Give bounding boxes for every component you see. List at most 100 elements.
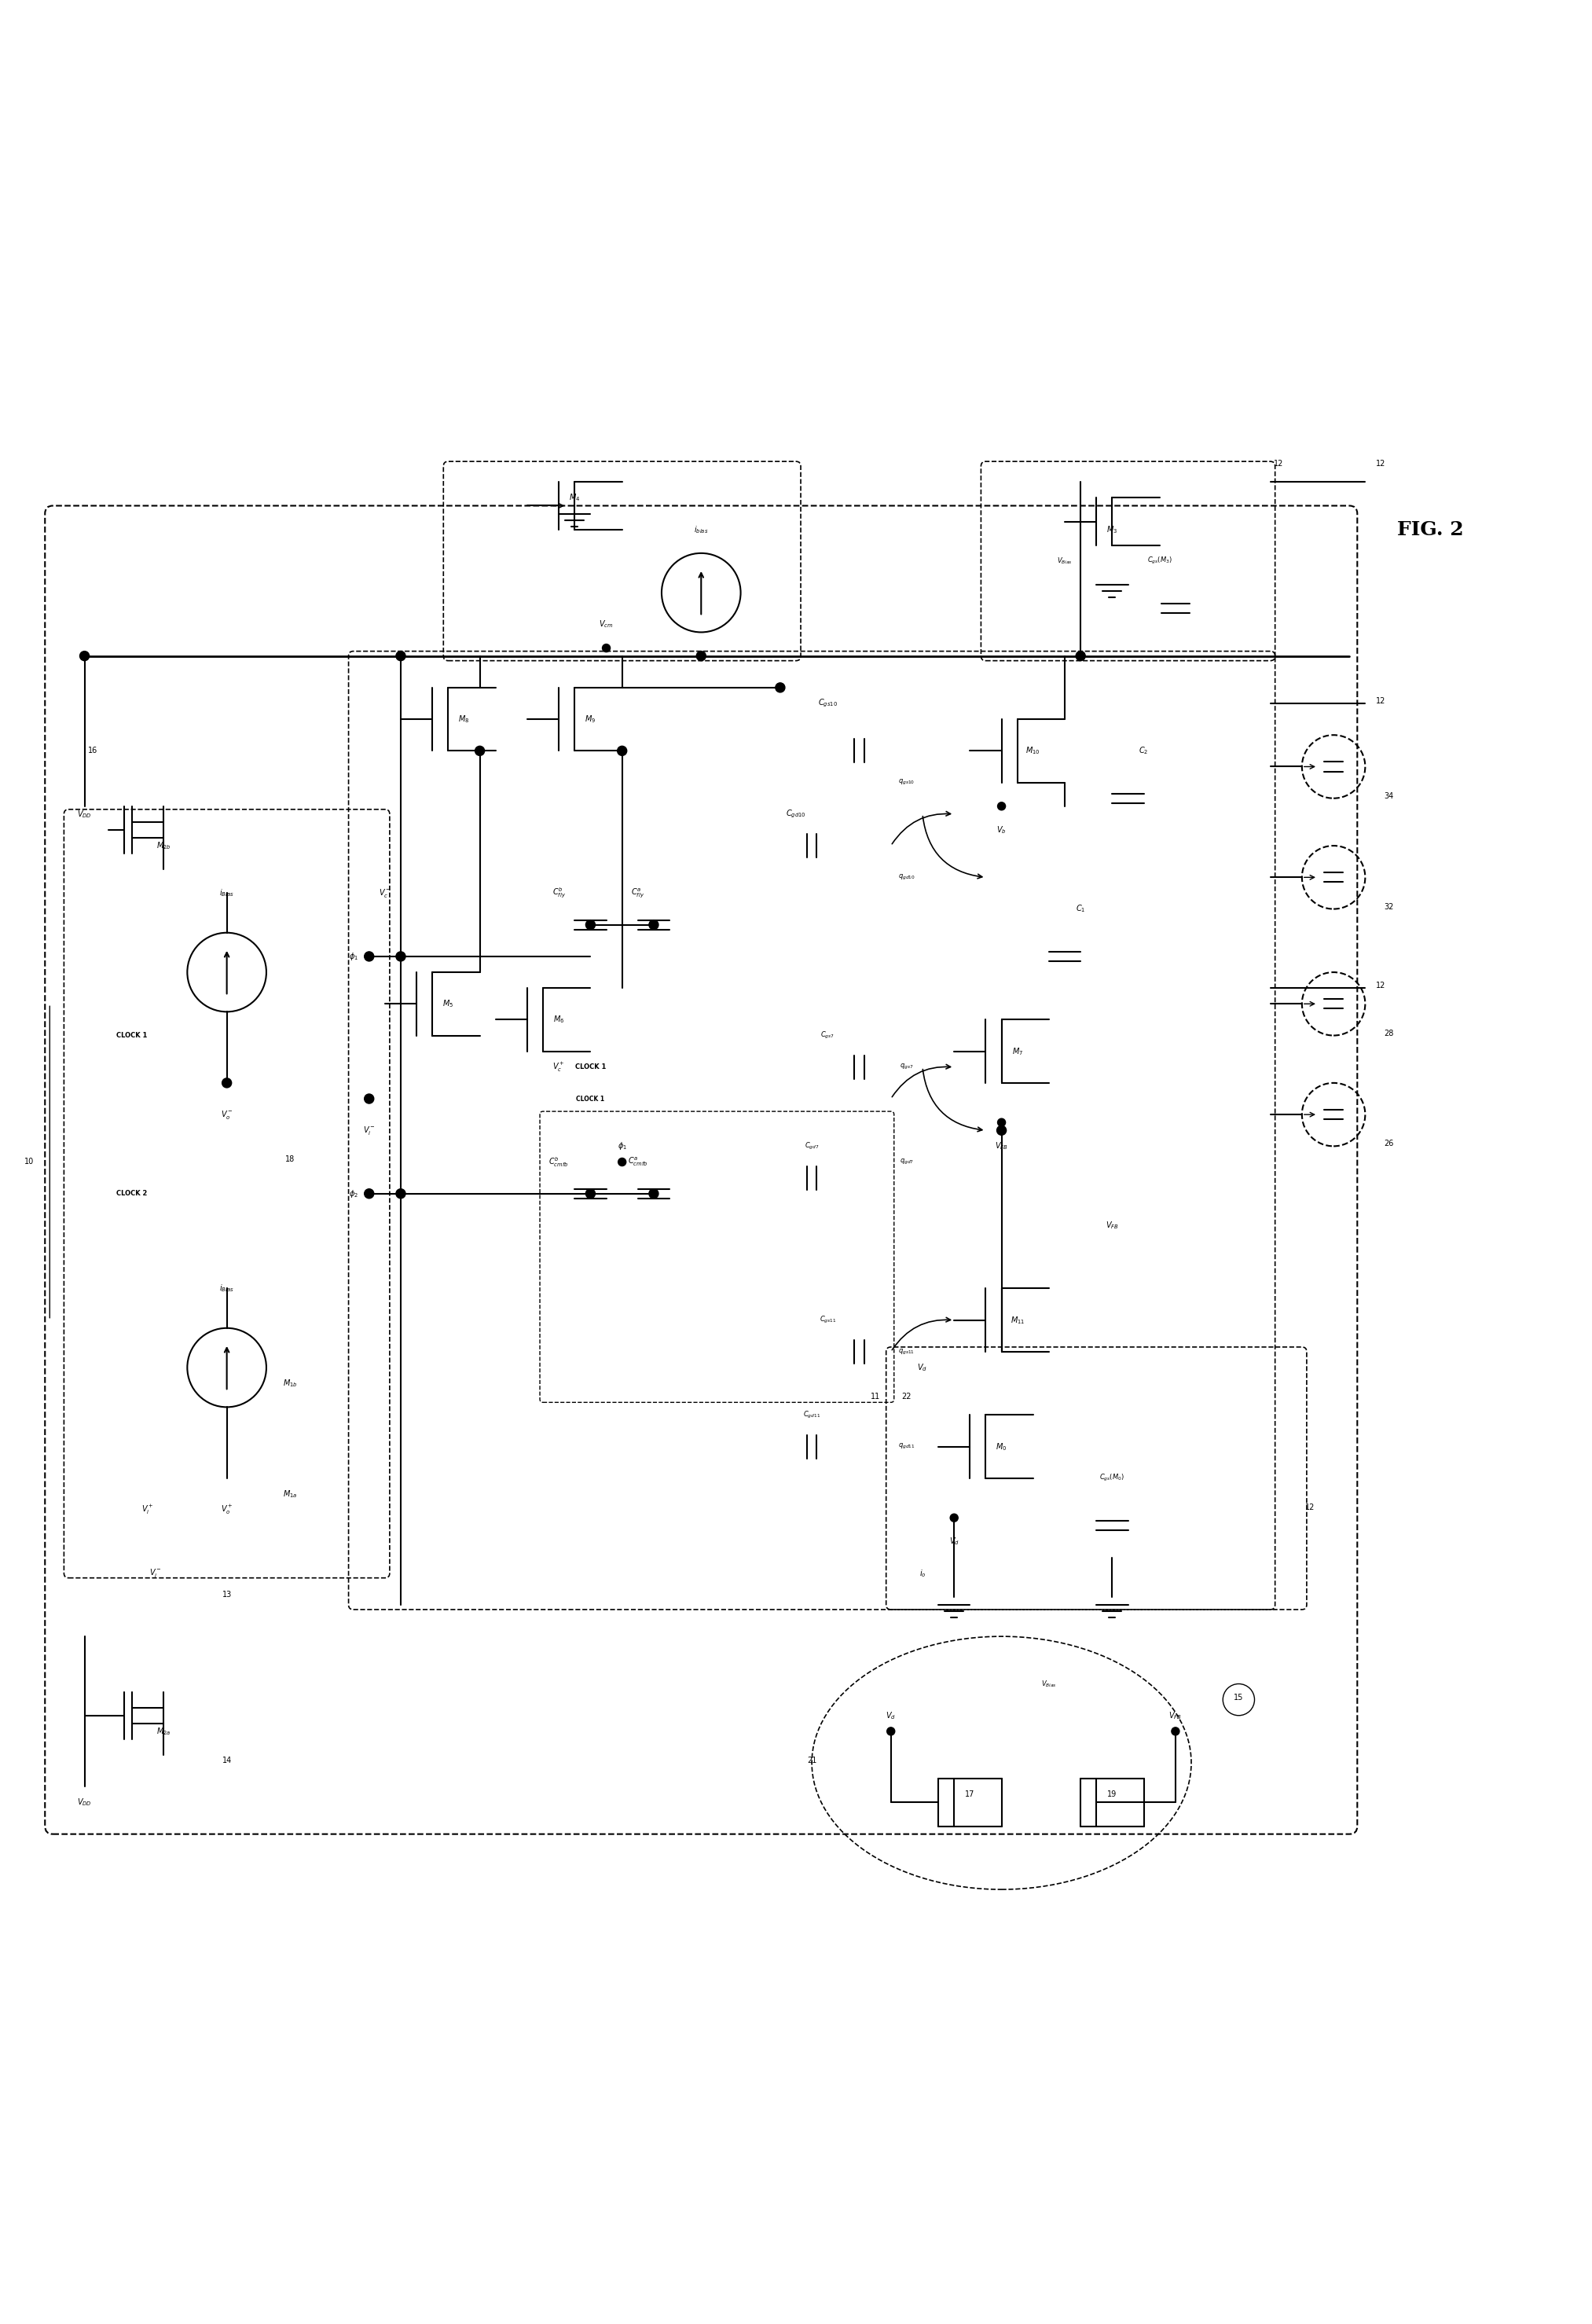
Text: $M_{1b}$: $M_{1b}$ [283,1378,298,1390]
Text: 12: 12 [1375,460,1387,467]
Text: $C_{gs}(M_3)$: $C_{gs}(M_3)$ [1148,555,1172,567]
Circle shape [221,1078,231,1088]
Circle shape [618,1157,626,1167]
Text: 13: 13 [221,1590,231,1599]
Text: $M_4$: $M_4$ [568,493,581,504]
Text: CLOCK 1: CLOCK 1 [576,1095,605,1102]
Circle shape [696,651,705,660]
Circle shape [1076,651,1086,660]
Circle shape [80,651,89,660]
Text: $C_{fly}^a$: $C_{fly}^a$ [630,888,645,899]
Circle shape [586,1190,595,1199]
Text: $\phi_2$: $\phi_2$ [349,1188,358,1199]
Text: 11: 11 [871,1392,880,1401]
Text: $q_{gd10}$: $q_{gd10}$ [898,874,915,881]
Text: 17: 17 [965,1789,974,1799]
Circle shape [650,1190,659,1199]
Text: $V_d$: $V_d$ [917,1362,928,1373]
Text: $M_{2b}$: $M_{2b}$ [156,841,170,851]
Text: $C_{gs10}$: $C_{gs10}$ [818,697,837,709]
Text: $V_{FB}$: $V_{FB}$ [1169,1710,1183,1720]
Text: $i_{Bias}$: $i_{Bias}$ [220,888,234,899]
Text: $V_b$: $V_b$ [997,825,1006,834]
Text: $q_{gs11}$: $q_{gs11}$ [898,1348,915,1357]
Text: 10: 10 [24,1157,33,1167]
Text: $V_o^-$: $V_o^-$ [221,1109,232,1120]
Text: 16: 16 [88,746,97,755]
Text: 21: 21 [807,1757,817,1764]
Text: $C_{gd7}$: $C_{gd7}$ [804,1141,820,1150]
Text: $V_i^-$: $V_i^-$ [363,1125,376,1136]
Text: $V_{FB}$: $V_{FB}$ [1105,1220,1119,1232]
Text: $V_d$: $V_d$ [885,1710,896,1720]
Text: $V_{Bias}$: $V_{Bias}$ [1041,1678,1057,1690]
Text: $V_c^+$: $V_c^+$ [552,1060,565,1074]
Text: $M_6$: $M_6$ [552,1013,565,1025]
Text: $C_{cmfb}^b$: $C_{cmfb}^b$ [549,1155,568,1169]
Text: $M_8$: $M_8$ [458,713,470,725]
Text: 22: 22 [901,1392,912,1401]
Text: $M_7$: $M_7$ [1013,1046,1024,1057]
Text: $C_{fly}^b$: $C_{fly}^b$ [552,885,565,899]
Circle shape [474,746,484,755]
Text: $q_{gd11}$: $q_{gd11}$ [898,1443,915,1450]
Text: $C_{gs11}$: $C_{gs11}$ [820,1315,836,1325]
Text: 28: 28 [1383,1030,1393,1037]
Text: $C_{gs}(M_0)$: $C_{gs}(M_0)$ [1100,1473,1124,1483]
Text: 15: 15 [1234,1694,1243,1701]
Text: $M_5$: $M_5$ [443,999,454,1009]
Circle shape [650,920,659,930]
Text: 26: 26 [1383,1139,1393,1148]
Text: $V_c^-$: $V_c^-$ [379,888,392,899]
Text: $M_{2a}$: $M_{2a}$ [156,1727,170,1736]
Circle shape [365,1190,374,1199]
Text: $V_i^-$: $V_i^-$ [150,1566,162,1578]
Text: $C_{cmfb}^a$: $C_{cmfb}^a$ [627,1155,648,1169]
Circle shape [950,1513,958,1522]
Text: 14: 14 [221,1757,231,1764]
Text: 18: 18 [285,1155,295,1164]
Circle shape [997,1125,1006,1134]
Circle shape [887,1727,895,1736]
Text: $V_{Bias}$: $V_{Bias}$ [1057,555,1073,567]
Circle shape [775,683,785,693]
Text: $q_{gs10}$: $q_{gs10}$ [898,779,915,788]
Text: $M_3$: $M_3$ [1106,523,1118,535]
Text: $C_{gs7}$: $C_{gs7}$ [820,1030,834,1041]
Text: $i_o$: $i_o$ [919,1569,927,1578]
Circle shape [586,920,595,930]
Text: $C_{gd10}$: $C_{gd10}$ [786,809,806,820]
Text: $q_{gd7}$: $q_{gd7}$ [899,1157,914,1167]
Circle shape [998,802,1006,811]
Circle shape [365,1095,374,1104]
Text: FIG. 2: FIG. 2 [1396,521,1463,539]
Circle shape [602,644,610,653]
Text: 12: 12 [1375,981,1387,990]
Text: $i_{Bias}$: $i_{Bias}$ [220,1283,234,1294]
Text: $M_0$: $M_0$ [997,1441,1008,1452]
Circle shape [1172,1727,1180,1736]
Text: 34: 34 [1383,792,1393,799]
Circle shape [365,951,374,962]
Text: CLOCK 1: CLOCK 1 [116,1032,148,1039]
Text: $C_2$: $C_2$ [1138,746,1149,755]
Text: $V_d$: $V_d$ [949,1536,960,1548]
Text: $V_{cm}$: $V_{cm}$ [599,618,613,630]
Text: $V_{FB}$: $V_{FB}$ [995,1141,1008,1153]
Text: 12: 12 [1274,460,1283,467]
Text: $M_{11}$: $M_{11}$ [1011,1315,1025,1325]
Text: $V_{DD}$: $V_{DD}$ [76,1796,92,1808]
Text: $M_{10}$: $M_{10}$ [1025,746,1041,755]
Circle shape [396,651,406,660]
Circle shape [618,746,627,755]
Text: 12: 12 [1375,697,1387,704]
Text: $M_{1a}$: $M_{1a}$ [283,1490,298,1499]
Text: $V_i^+$: $V_i^+$ [142,1504,154,1515]
Text: CLOCK 2: CLOCK 2 [116,1190,148,1197]
Text: $C_{gd11}$: $C_{gd11}$ [802,1411,820,1420]
Circle shape [396,1190,406,1199]
Circle shape [998,1118,1006,1127]
Text: CLOCK 1: CLOCK 1 [575,1064,607,1071]
Text: $\phi_1$: $\phi_1$ [618,1141,627,1153]
Text: $V_{DD}$: $V_{DD}$ [76,809,92,820]
